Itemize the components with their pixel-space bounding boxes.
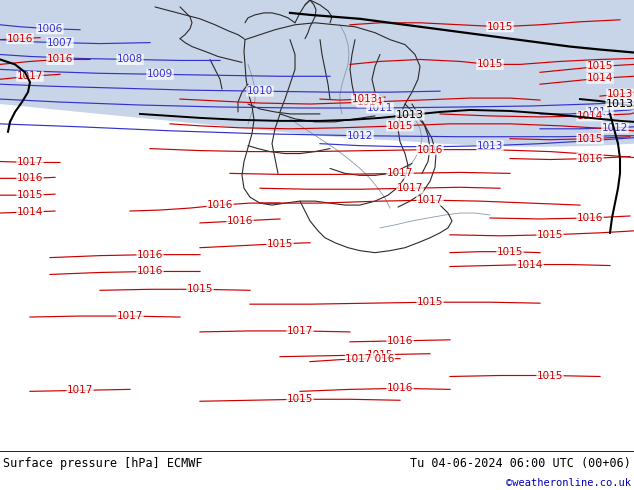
Text: 1015: 1015: [187, 284, 213, 294]
Text: 1016: 1016: [17, 173, 43, 183]
Text: 1014: 1014: [357, 97, 383, 107]
Text: 1015: 1015: [17, 190, 43, 200]
Text: 1015: 1015: [267, 239, 293, 249]
Polygon shape: [455, 0, 634, 107]
Text: 1016: 1016: [137, 267, 163, 276]
Text: 1008: 1008: [117, 54, 143, 65]
Text: 1017: 1017: [287, 326, 313, 336]
Text: 1016: 1016: [577, 153, 603, 164]
Text: 1017 016: 1017 016: [346, 354, 395, 364]
Text: 1014: 1014: [577, 111, 603, 121]
Text: 1014: 1014: [587, 74, 613, 83]
Text: 1015: 1015: [417, 297, 443, 307]
Text: 1012: 1012: [347, 131, 373, 141]
Text: 1006: 1006: [37, 24, 63, 34]
Text: 1015: 1015: [287, 394, 313, 404]
Text: 1016: 1016: [227, 216, 253, 226]
Text: 1013: 1013: [396, 110, 424, 120]
Text: 1013: 1013: [477, 141, 503, 150]
Text: 1017: 1017: [117, 311, 143, 321]
Text: 1016: 1016: [387, 383, 413, 393]
Text: 1017: 1017: [67, 385, 93, 395]
Text: 1011: 1011: [587, 107, 613, 117]
Text: 1017: 1017: [397, 183, 423, 193]
Text: 1015: 1015: [477, 59, 503, 70]
Text: Tu 04-06-2024 06:00 UTC (00+06): Tu 04-06-2024 06:00 UTC (00+06): [410, 457, 631, 470]
Text: 1014: 1014: [17, 207, 43, 217]
Text: 1015: 1015: [537, 230, 563, 240]
Text: 1015: 1015: [587, 61, 613, 72]
Text: 1016: 1016: [207, 200, 233, 210]
Text: 1015: 1015: [497, 246, 523, 257]
Text: 1009: 1009: [147, 69, 173, 79]
Text: 1016: 1016: [7, 34, 33, 44]
Text: 1017: 1017: [417, 195, 443, 205]
Text: 1017: 1017: [17, 157, 43, 168]
Text: ©weatheronline.co.uk: ©weatheronline.co.uk: [506, 478, 631, 488]
Text: 1016: 1016: [577, 213, 603, 223]
Polygon shape: [200, 0, 300, 104]
Text: 1007: 1007: [47, 38, 73, 48]
Text: 1017: 1017: [17, 71, 43, 81]
Text: 1012: 1012: [602, 123, 628, 133]
Text: 1013: 1013: [607, 89, 633, 99]
Text: 1015: 1015: [577, 134, 603, 144]
Text: 1017: 1017: [387, 169, 413, 178]
Text: 1016: 1016: [387, 336, 413, 346]
Text: 1016: 1016: [47, 54, 73, 65]
Text: 1015: 1015: [487, 22, 513, 32]
Text: 1015: 1015: [387, 121, 413, 131]
Text: Surface pressure [hPa] ECMWF: Surface pressure [hPa] ECMWF: [3, 457, 203, 470]
Text: 1014: 1014: [517, 260, 543, 270]
Text: 1011: 1011: [367, 103, 393, 113]
Text: 1010: 1010: [247, 86, 273, 96]
Polygon shape: [0, 0, 634, 147]
Text: 1013: 1013: [352, 94, 378, 104]
Text: 1015: 1015: [367, 350, 393, 360]
Text: 1013: 1013: [606, 99, 634, 109]
Text: 1016: 1016: [137, 249, 163, 260]
Text: 1016: 1016: [417, 145, 443, 155]
Text: 1015: 1015: [537, 370, 563, 381]
